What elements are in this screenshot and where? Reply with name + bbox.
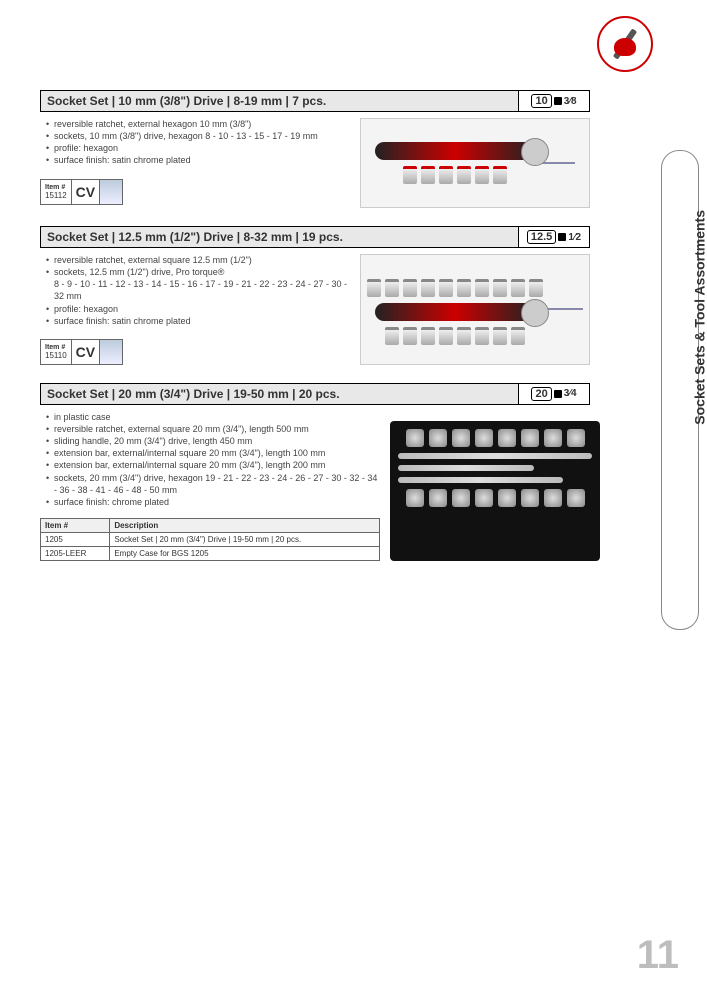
drive-size-mm: 12.5 xyxy=(527,230,556,244)
cv-icon: CV xyxy=(72,180,100,204)
item-badge: Item # 15112 CV xyxy=(40,179,123,205)
spec-list: in plastic case reversible ratchet, exte… xyxy=(40,411,380,508)
spec-item: surface finish: satin chrome plated xyxy=(46,315,350,327)
drive-size-mm: 10 xyxy=(531,94,551,108)
spec-item: extension bar, external/internal square … xyxy=(46,447,380,459)
drive-size-inch: 1⁄2 xyxy=(568,232,581,243)
spec-item: reversible ratchet, external square 12.5… xyxy=(46,254,350,266)
item-number: 15112 xyxy=(45,191,67,200)
table-header: Item # xyxy=(41,518,110,532)
table-row: 1205 Socket Set | 20 mm (3/4") Drive | 1… xyxy=(41,532,380,546)
item-table: Item # Description 1205 Socket Set | 20 … xyxy=(40,518,380,561)
drive-square-icon xyxy=(554,97,562,105)
table-header-row: Item # Description xyxy=(41,518,380,532)
table-row: 1205-LEER Empty Case for BGS 1205 xyxy=(41,546,380,560)
table-cell: 1205 xyxy=(41,532,110,546)
spec-item: sockets, 12.5 mm (1/2") drive, Pro torqu… xyxy=(46,266,350,302)
table-cell: Empty Case for BGS 1205 xyxy=(110,546,380,560)
product-1: Socket Set | 10 mm (3/8") Drive | 8-19 m… xyxy=(40,90,590,208)
drive-badge: 20 3⁄4 xyxy=(519,384,589,404)
category-label: Socket Sets & Tool Assortments xyxy=(692,210,707,425)
finish-swatch-icon xyxy=(100,340,122,364)
brand-logo xyxy=(597,16,653,72)
spec-list: reversible ratchet, external hexagon 10 … xyxy=(40,118,350,167)
product-title: Socket Set | 10 mm (3/8") Drive | 8-19 m… xyxy=(41,91,519,111)
product-title: Socket Set | 20 mm (3/4") Drive | 19-50 … xyxy=(41,384,519,404)
drive-size-inch: 3⁄8 xyxy=(564,96,577,107)
table-cell: 1205-LEER xyxy=(41,546,110,560)
spec-item: sliding handle, 20 mm (3/4") drive, leng… xyxy=(46,435,380,447)
table-header: Description xyxy=(110,518,380,532)
drive-square-icon xyxy=(558,233,566,241)
product-header: Socket Set | 10 mm (3/8") Drive | 8-19 m… xyxy=(40,90,590,112)
item-badge: Item # 15110 CV xyxy=(40,339,123,365)
spec-item: sockets, 10 mm (3/8") drive, hexagon 8 -… xyxy=(46,130,350,142)
product-header: Socket Set | 20 mm (3/4") Drive | 19-50 … xyxy=(40,383,590,405)
item-label: Item # xyxy=(45,344,67,351)
spec-item: sockets, 20 mm (3/4") drive, hexagon 19 … xyxy=(46,472,380,496)
drive-size-mm: 20 xyxy=(531,387,551,401)
product-image xyxy=(360,254,590,365)
spec-item: extension bar, external/internal square … xyxy=(46,459,380,471)
item-label: Item # xyxy=(45,184,67,191)
spec-item: reversible ratchet, external square 20 m… xyxy=(46,423,380,435)
product-image xyxy=(360,118,590,208)
spec-item: profile: hexagon xyxy=(46,303,350,315)
product-title: Socket Set | 12.5 mm (1/2") Drive | 8-32… xyxy=(41,227,519,247)
drive-badge: 12.5 1⁄2 xyxy=(519,227,589,247)
product-3: Socket Set | 20 mm (3/4") Drive | 19-50 … xyxy=(40,383,590,571)
product-header: Socket Set | 12.5 mm (1/2") Drive | 8-32… xyxy=(40,226,590,248)
drive-badge: 10 3⁄8 xyxy=(519,91,589,111)
spec-list: reversible ratchet, external square 12.5… xyxy=(40,254,350,327)
spec-item: reversible ratchet, external hexagon 10 … xyxy=(46,118,350,130)
table-cell: Socket Set | 20 mm (3/4") Drive | 19-50 … xyxy=(110,532,380,546)
spec-item: surface finish: satin chrome plated xyxy=(46,154,350,166)
cv-icon: CV xyxy=(72,340,100,364)
page-content: Socket Set | 10 mm (3/8") Drive | 8-19 m… xyxy=(0,0,650,571)
item-number: 15110 xyxy=(45,351,67,360)
drive-size-inch: 3⁄4 xyxy=(564,388,577,399)
finish-swatch-icon xyxy=(100,180,122,204)
spec-item: profile: hexagon xyxy=(46,142,350,154)
product-image xyxy=(390,411,600,571)
spec-item: in plastic case xyxy=(46,411,380,423)
product-2: Socket Set | 12.5 mm (1/2") Drive | 8-32… xyxy=(40,226,590,365)
drive-square-icon xyxy=(554,390,562,398)
page-number: 11 xyxy=(637,933,679,978)
spec-item: surface finish: chrome plated xyxy=(46,496,380,508)
